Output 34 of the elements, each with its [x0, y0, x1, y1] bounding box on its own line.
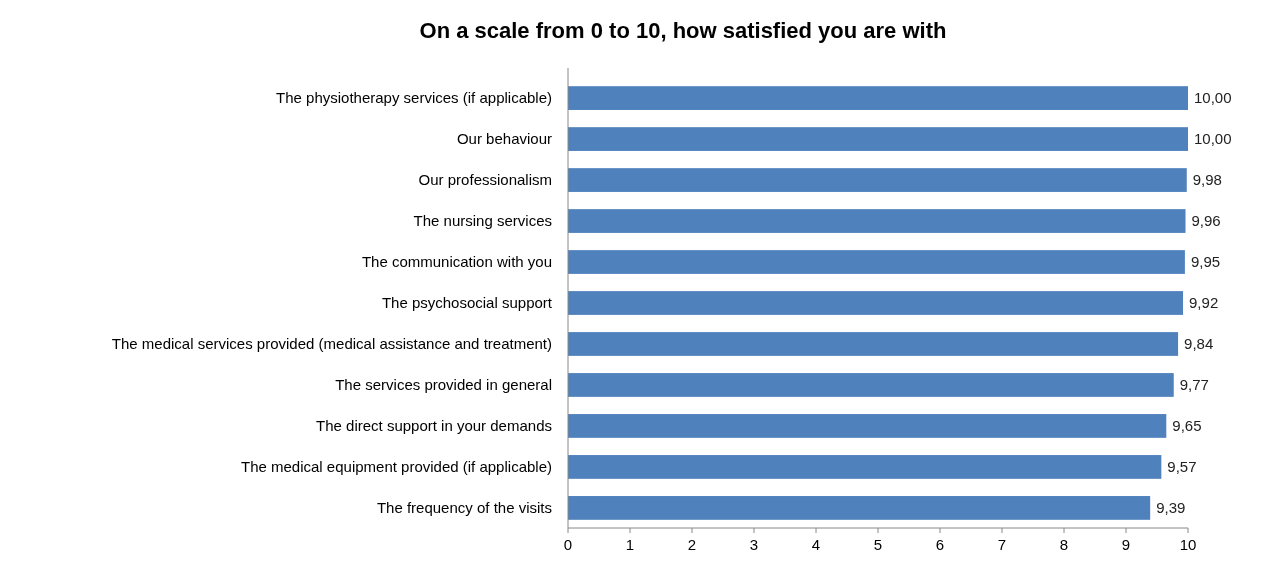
data-label: 9,57: [1167, 458, 1197, 476]
y-tick-label: The medical equipment provided (if applicable): [240, 458, 552, 476]
x-tick-label: 5: [873, 536, 883, 553]
y-tick-label: The psychosocial support: [381, 294, 553, 312]
x-tick-label: 9: [1121, 536, 1131, 553]
y-tick-label: The frequency of the visits: [376, 499, 552, 517]
x-tick-label: 0: [563, 536, 573, 553]
y-tick-label: The communication with you: [361, 253, 552, 271]
x-tick-label: 2: [687, 536, 697, 553]
y-tick-label: The direct support in your demands: [316, 417, 552, 435]
x-tick-label: 7: [997, 536, 1007, 553]
data-label: 10,00: [1194, 89, 1232, 107]
x-tick-label: 8: [1059, 536, 1069, 553]
x-tick-label: 4: [811, 536, 821, 553]
data-label: 9,65: [1172, 417, 1202, 435]
data-label: 10,00: [1194, 130, 1232, 148]
y-tick-label: The nursing services: [413, 212, 552, 230]
data-label: 9,95: [1190, 253, 1221, 271]
x-tick-label: 10: [1179, 536, 1197, 553]
y-tick-label: Our behaviour: [456, 130, 552, 148]
y-tick-label: The services provided in general: [335, 376, 552, 394]
x-tick-label: 1: [625, 536, 635, 553]
data-label: 9,98: [1192, 171, 1222, 189]
chart-title: On a scale from 0 to 10, how satisfied you are with: [419, 18, 947, 43]
x-tick-label: 3: [749, 536, 759, 553]
data-label: 9,77: [1179, 376, 1209, 394]
y-tick-label: The physiotherapy services (if applicable): [276, 89, 552, 107]
data-label: 9,92: [1189, 294, 1219, 312]
x-tick-label: 6: [935, 536, 945, 553]
data-label: 9,84: [1184, 335, 1214, 353]
y-tick-label: The medical services provided (medical assistance and treatment): [111, 335, 552, 353]
data-label: 9,39: [1156, 499, 1186, 517]
y-tick-label: Our professionalism: [418, 171, 552, 189]
data-label: 9,96: [1191, 212, 1221, 230]
